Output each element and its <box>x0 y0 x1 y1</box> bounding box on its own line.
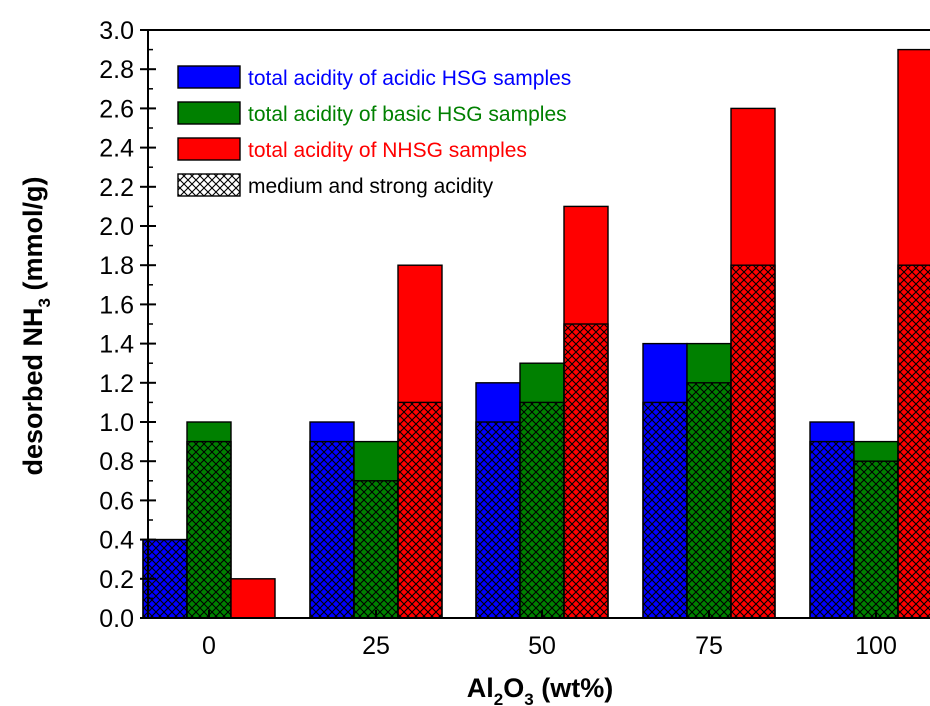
y-tick-label: 1.2 <box>99 370 134 398</box>
y-tick-label: 0.6 <box>99 487 134 515</box>
x-tick-label: 50 <box>528 632 556 660</box>
y-tick-label: 0.0 <box>99 605 134 633</box>
legend-label-hatch: medium and strong acidity <box>248 175 494 198</box>
y-tick-label: 1.0 <box>99 409 134 437</box>
x-axis-title-mid: O <box>503 673 524 703</box>
legend-label-1: total acidity of acidic HSG samples <box>248 67 571 90</box>
bar-medium-strong-3-cat-100 <box>897 264 930 619</box>
x-tick-label: 75 <box>695 632 723 660</box>
bar-total-3-cat-0 <box>230 578 276 619</box>
y-tick-label: 0.8 <box>99 448 134 476</box>
bar-medium-strong-1-cat-25 <box>309 440 355 619</box>
legend-label-2: total acidity of basic HSG samples <box>248 103 567 126</box>
bar-medium-strong-2-cat-0 <box>186 440 232 619</box>
x-tick-label: 0 <box>202 632 216 660</box>
y-tick-label: 3.0 <box>99 17 134 45</box>
x-axis-title-subscript-2: 3 <box>524 690 533 706</box>
bars-layer <box>142 48 930 619</box>
bar-medium-strong-1-cat-50 <box>475 421 521 619</box>
y-tick-label: 2.4 <box>99 135 134 163</box>
y-tick-label: 1.4 <box>99 331 134 359</box>
bar-medium-strong-1-cat-75 <box>642 401 688 619</box>
x-axis-title-subscript-1: 2 <box>494 690 503 706</box>
y-tick-label: 0.4 <box>99 527 134 555</box>
legend-swatch-2 <box>177 101 241 125</box>
legend: total acidity of acidic HSG samples total… <box>177 65 571 198</box>
legend-swatch-hatch <box>177 173 241 197</box>
x-tick-label: 100 <box>855 632 897 660</box>
y-tick-label: 1.8 <box>99 252 134 280</box>
bar-medium-strong-3-cat-50 <box>563 323 609 619</box>
y-axis-title-tail: (mmol/g) <box>18 177 48 299</box>
axes-layer: 0.0 0.2 0.4 0.6 0.8 1.0 1.2 1.4 1.6 1.8 2.0 2.2 2.4 2… <box>99 17 930 660</box>
bar-medium-strong-2-cat-100 <box>853 460 899 619</box>
y-tick-label: 2.6 <box>99 95 134 123</box>
bar-medium-strong-2-cat-25 <box>353 480 399 619</box>
y-axis-title-subscript: 3 <box>35 298 54 307</box>
bar-medium-strong-2-cat-50 <box>519 401 565 619</box>
x-axis-title-main: Al <box>467 673 494 703</box>
x-tick-label: 25 <box>362 632 390 660</box>
legend-label-3: total acidity of NHSG samples <box>248 139 527 162</box>
x-axis-title-tail: (wt%) <box>534 673 613 703</box>
bar-medium-strong-2-cat-75 <box>686 382 732 619</box>
y-tick-label: 0.2 <box>99 566 134 594</box>
y-tick-label: 1.6 <box>99 291 134 319</box>
y-tick-label: 2.0 <box>99 213 134 241</box>
bar-medium-strong-3-cat-25 <box>397 401 443 619</box>
x-axis-title: Al2O3 (wt%) <box>467 673 613 706</box>
y-tick-label: 2.8 <box>99 56 134 84</box>
bar-medium-strong-1-cat-100 <box>809 440 855 619</box>
y-axis-title-main: desorbed NH <box>18 307 48 475</box>
legend-swatch-3 <box>177 137 241 161</box>
y-axis-title: desorbed NH3 (mmol/g) <box>18 177 54 476</box>
bar-medium-strong-3-cat-75 <box>730 264 776 619</box>
legend-swatch-1 <box>177 65 241 89</box>
y-tick-label: 2.2 <box>99 174 134 202</box>
